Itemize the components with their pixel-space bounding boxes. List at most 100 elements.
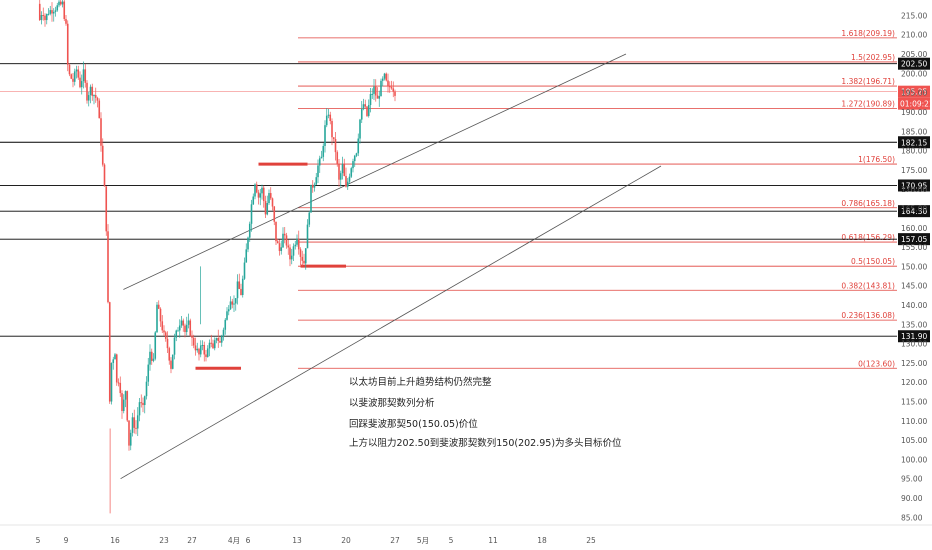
candle-body: [212, 343, 214, 349]
candle-body: [196, 348, 199, 351]
level-tag-label: 157.05: [901, 235, 927, 244]
level-tag: [898, 179, 930, 192]
candle-body: [205, 354, 207, 357]
candle-body: [369, 94, 372, 105]
candle-body: [65, 19, 67, 24]
time-axis[interactable]: 5 9 16 23 27 4月 6 13 20 27 5月 5 11 18 25: [0, 524, 932, 545]
x-tick-label: 13: [292, 536, 302, 545]
countdown-tag: [898, 97, 930, 110]
candle-body: [352, 161, 354, 169]
candle-body: [289, 247, 291, 260]
candle-body: [201, 344, 204, 346]
level-tag: [898, 205, 930, 218]
candle-body: [49, 10, 52, 14]
candle-body: [108, 302, 111, 402]
candle-body: [254, 184, 256, 197]
candle-body: [187, 320, 190, 325]
candle-body: [166, 338, 169, 349]
candle-body: [359, 119, 361, 139]
candle-body: [392, 88, 395, 92]
candle-body: [47, 13, 50, 15]
candle-body: [376, 95, 379, 99]
candle-body: [280, 247, 283, 251]
candle-body: [343, 163, 346, 176]
candle-body: [317, 165, 319, 178]
fib-label: 1.618(209.19): [841, 29, 895, 38]
candle-body: [96, 97, 99, 101]
candle-body: [264, 201, 267, 215]
candle-body: [275, 221, 277, 242]
candle-body: [299, 249, 302, 257]
candle-body: [380, 80, 382, 97]
candle-body: [121, 393, 123, 412]
candle-body: [185, 324, 188, 333]
candle-body: [240, 288, 242, 295]
candle-body: [327, 114, 330, 116]
candle-body: [150, 351, 153, 361]
candle-body: [245, 249, 248, 263]
candle-body: [325, 115, 328, 126]
price-axis[interactable]: 202.50 182.15 170.95 164.30 157.05 131.90 195.…: [898, 11, 932, 522]
candle-body: [366, 106, 368, 116]
candle-body: [38, 3, 41, 21]
candle-body: [124, 391, 127, 400]
candle-body: [135, 427, 137, 429]
candle-body: [304, 248, 307, 264]
candle-body: [157, 304, 160, 309]
annotation-text: 以斐波那契数列分析: [349, 397, 435, 409]
candle-body: [198, 348, 200, 355]
y-tick-label: 155.00: [901, 243, 927, 252]
candle-body: [54, 10, 57, 12]
candle-body: [114, 354, 116, 360]
candle-body: [229, 301, 232, 310]
candle-body: [66, 23, 69, 65]
level-tag: [898, 136, 930, 149]
candle-body: [80, 81, 83, 88]
y-tick-label: 185.00: [901, 127, 927, 136]
x-tick-label: 25: [586, 536, 596, 545]
x-tick-label: 9: [64, 536, 69, 545]
fib-label: 0(123.60): [858, 359, 895, 368]
x-tick-label: 16: [110, 536, 120, 545]
y-tick-label: 170.00: [901, 185, 927, 194]
candle-body: [208, 342, 211, 349]
fibonacci-levels: 1.618(209.19) 1.5(202.95) 1.382(196.71) 1.2…: [298, 29, 897, 369]
candle-body: [42, 15, 45, 17]
fib-label: 1.5(202.95): [851, 53, 895, 62]
candle-body: [367, 104, 370, 116]
candle-body: [215, 338, 218, 341]
candle-body: [210, 342, 213, 344]
candle-body: [129, 432, 132, 446]
candle-body: [255, 184, 258, 193]
candle-body: [345, 175, 347, 187]
y-tick-label: 85.00: [901, 513, 923, 522]
candle-body: [329, 114, 332, 122]
level-tag-label: 170.95: [901, 181, 927, 190]
fib-label: 0.618(156.29): [841, 233, 895, 242]
candle-body: [194, 345, 197, 351]
candle-body: [138, 402, 141, 416]
candle-body: [177, 330, 179, 332]
candle-body: [147, 364, 150, 382]
candle-body: [156, 304, 158, 333]
fib-label: 0.236(136.08): [841, 311, 895, 320]
candle-body: [182, 320, 185, 326]
candle-body: [45, 14, 48, 21]
candle-body: [86, 82, 88, 101]
candle-body: [175, 330, 178, 338]
y-tick-label: 200.00: [901, 69, 927, 78]
candle-body: [219, 341, 221, 343]
candle-body: [203, 344, 206, 355]
candle-body: [222, 329, 225, 337]
candle-body: [243, 262, 246, 279]
y-tick-label: 140.00: [901, 301, 927, 310]
candle-body: [94, 95, 97, 98]
y-tick-label: 205.00: [901, 50, 927, 59]
y-tick-label: 100.00: [901, 455, 927, 464]
candle-body: [348, 176, 351, 182]
y-tick-label: 160.00: [901, 224, 927, 233]
candle-body: [338, 163, 340, 180]
x-tick-label: 4月: [228, 536, 240, 545]
candle-body: [73, 71, 76, 82]
